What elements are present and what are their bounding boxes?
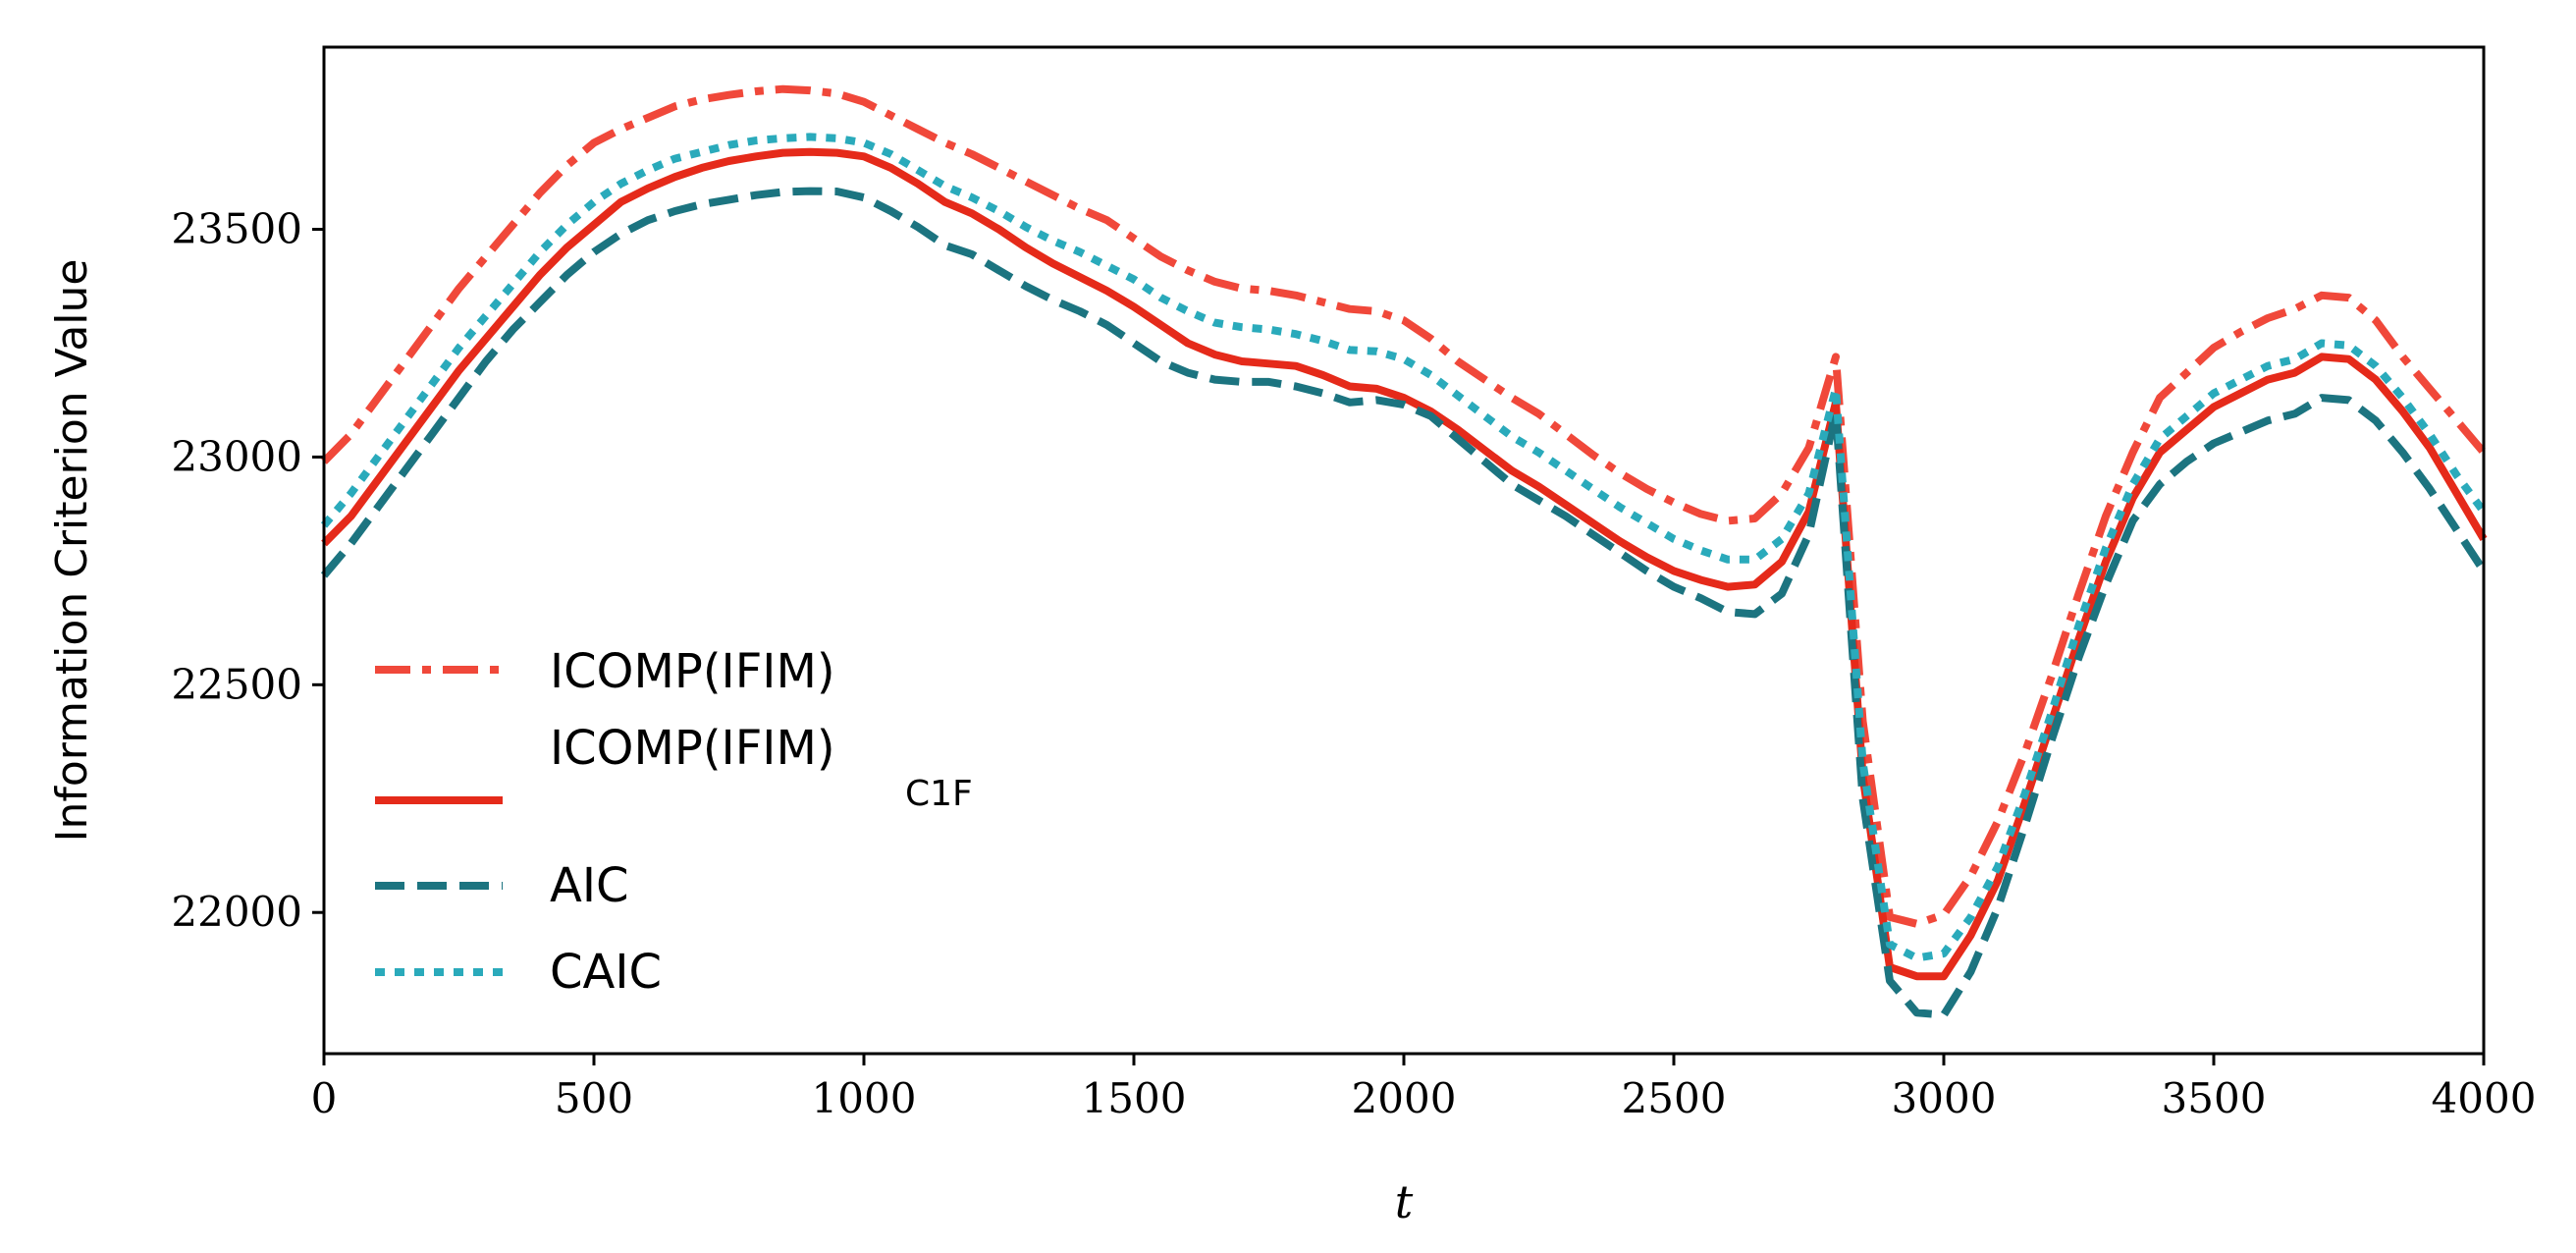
x-axis-title: t [1395,1175,1414,1228]
x-tick-label: 1000 [812,1074,917,1122]
x-tick-label: 1500 [1082,1074,1187,1122]
y-tick-label: 22500 [171,660,302,708]
x-tick-label: 0 [311,1074,338,1122]
legend-label-0: ICOMP(IFIM) [550,644,835,699]
legend-label-2: AIC [550,858,629,913]
series-line-0 [321,84,2488,928]
y-tick-label: 22000 [171,888,302,936]
y-tick-label: 23500 [171,205,302,253]
legend: ICOMP(IFIM) ICOMP(IFIM) C1F AIC CAIC [375,644,973,1000]
x-tick-label: 2000 [1352,1074,1457,1122]
x-tick-label: 3000 [1892,1074,1997,1122]
y-axis-title: Information Criterion Value [47,259,97,843]
series-line-2 [320,187,2488,1019]
legend-label-1: ICOMP(IFIM) [550,721,835,776]
series-line-1 [321,147,2488,981]
y-axis: 22000 22500 23000 23500 [171,205,324,936]
x-axis: 0 500 1000 1500 2000 2500 3000 3500 4000 [311,1054,2537,1122]
legend-subscript-1: C1F [905,774,973,814]
x-tick-label: 3500 [2162,1074,2267,1122]
x-tick-label: 500 [555,1074,633,1122]
x-tick-label: 2500 [1622,1074,1727,1122]
y-tick-label: 23000 [171,432,302,480]
legend-label-3: CAIC [550,945,662,1000]
series-layer [320,84,2488,1019]
x-tick-label: 4000 [2432,1074,2537,1122]
